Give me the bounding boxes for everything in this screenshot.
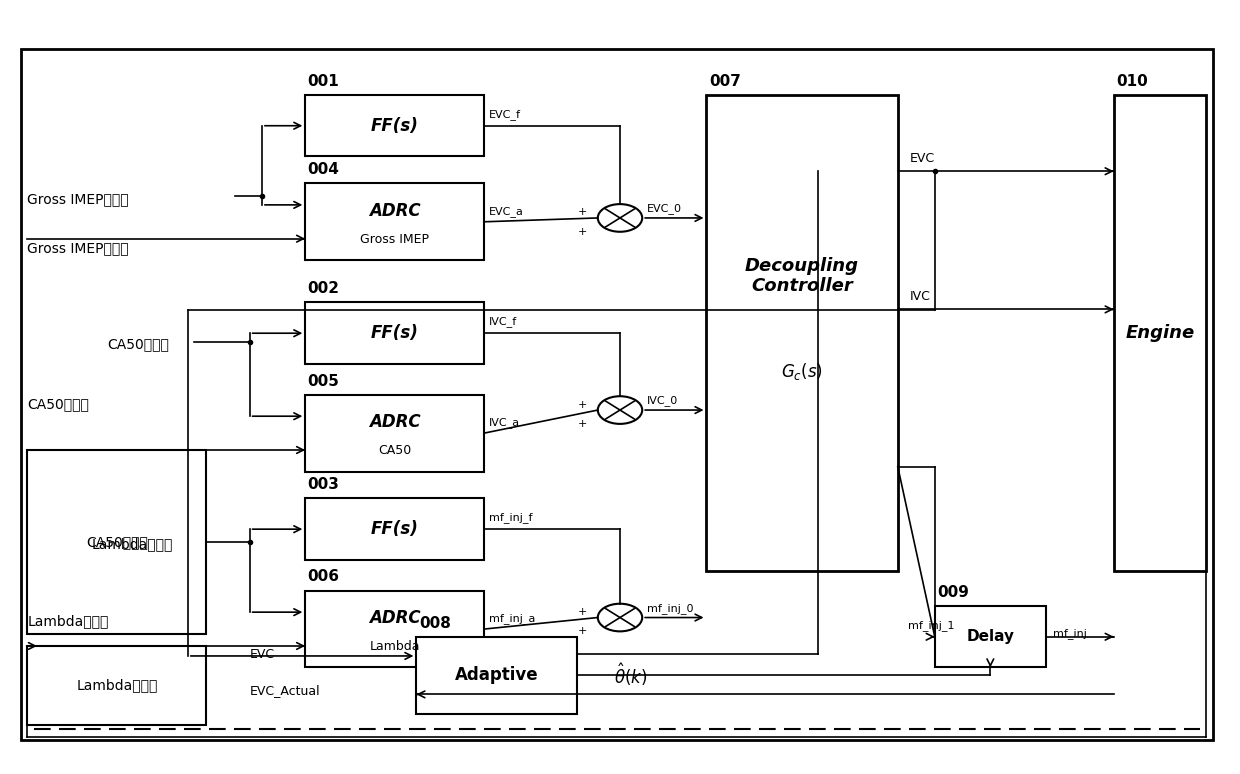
Bar — [935, 606, 1045, 667]
Text: 007: 007 — [709, 74, 740, 89]
Text: ADRC: ADRC — [370, 202, 420, 220]
Bar — [305, 183, 484, 260]
Text: $\hat{\theta}(k)$: $\hat{\theta}(k)$ — [614, 662, 647, 688]
Bar — [305, 591, 484, 667]
Text: Decoupling
Controller: Decoupling Controller — [745, 257, 859, 296]
Bar — [305, 95, 484, 156]
Bar — [1114, 95, 1207, 571]
Bar — [27, 646, 207, 725]
Bar — [417, 637, 577, 714]
Text: Adaptive: Adaptive — [455, 666, 538, 684]
Text: EVC: EVC — [910, 152, 935, 165]
Text: 002: 002 — [308, 281, 340, 296]
Text: +: + — [578, 207, 588, 217]
Text: Gross IMEP: Gross IMEP — [360, 233, 429, 246]
Bar — [21, 49, 1213, 741]
Text: mf_inj: mf_inj — [1053, 628, 1087, 639]
Text: 009: 009 — [937, 585, 970, 600]
Text: ADRC: ADRC — [370, 609, 420, 627]
Bar — [305, 303, 484, 364]
Text: 004: 004 — [308, 163, 340, 177]
Text: CA50实际值: CA50实际值 — [86, 536, 148, 550]
Text: +: + — [578, 607, 588, 617]
Text: FF(s): FF(s) — [371, 117, 419, 135]
Text: Lambda: Lambda — [370, 640, 420, 653]
Text: 010: 010 — [1116, 74, 1148, 89]
Text: mf_inj_a: mf_inj_a — [489, 614, 536, 625]
Text: 006: 006 — [308, 570, 340, 584]
Text: +: + — [578, 399, 588, 409]
Text: ADRC: ADRC — [370, 413, 420, 431]
Text: FF(s): FF(s) — [371, 324, 419, 342]
Text: Gross IMEP设定值: Gross IMEP设定值 — [27, 192, 129, 206]
Text: EVC_f: EVC_f — [489, 108, 521, 119]
Text: mf_inj_1: mf_inj_1 — [908, 620, 954, 631]
Text: Lambda设定值: Lambda设定值 — [92, 537, 174, 552]
Text: CA50设定值: CA50设定值 — [108, 337, 170, 351]
Bar — [707, 95, 898, 571]
Text: Lambda实际值: Lambda实际值 — [27, 615, 109, 628]
Text: 008: 008 — [419, 615, 450, 631]
Bar — [305, 498, 484, 560]
Text: +: + — [578, 626, 588, 636]
Text: 005: 005 — [308, 374, 340, 389]
Text: EVC_Actual: EVC_Actual — [249, 684, 320, 697]
Text: IVC_f: IVC_f — [489, 316, 517, 327]
Text: Engine: Engine — [1126, 324, 1194, 342]
Bar — [305, 395, 484, 471]
Text: 001: 001 — [308, 74, 340, 89]
Bar — [27, 450, 207, 635]
Text: mf_inj_0: mf_inj_0 — [647, 603, 693, 614]
Text: +: + — [578, 227, 588, 237]
Text: Gross IMEP实际值: Gross IMEP实际值 — [27, 241, 129, 255]
Text: EVC_0: EVC_0 — [647, 204, 682, 214]
Text: Delay: Delay — [966, 629, 1014, 644]
Text: +: + — [578, 419, 588, 429]
Text: IVC: IVC — [910, 290, 931, 303]
Text: FF(s): FF(s) — [371, 520, 419, 538]
Text: Lambda实际值: Lambda实际值 — [77, 679, 157, 693]
Text: IVC_0: IVC_0 — [647, 396, 678, 406]
Text: EVC: EVC — [249, 648, 275, 661]
Text: CA50: CA50 — [378, 444, 412, 457]
Text: IVC_a: IVC_a — [489, 418, 521, 429]
Text: mf_inj_f: mf_inj_f — [489, 512, 533, 523]
Text: $G_c(s)$: $G_c(s)$ — [781, 361, 823, 382]
Text: CA50实际值: CA50实际值 — [27, 397, 89, 411]
Text: 003: 003 — [308, 478, 340, 492]
Text: EVC_a: EVC_a — [489, 206, 525, 217]
